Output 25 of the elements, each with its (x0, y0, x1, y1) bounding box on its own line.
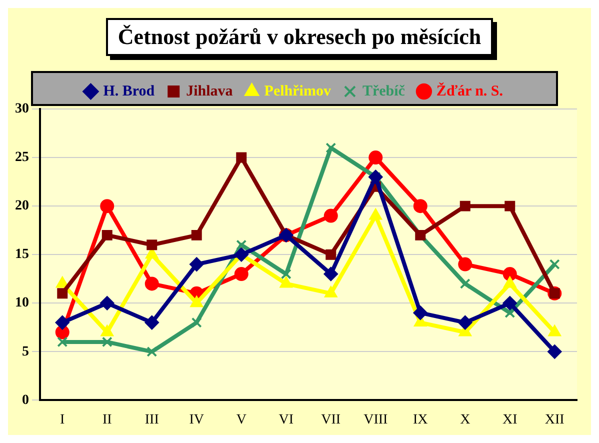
legend-label: H. Brod (103, 83, 156, 100)
legend-label: Třebíč (362, 83, 406, 100)
y-tick-label: 30 (15, 102, 29, 117)
x-tick-label: VI (278, 412, 294, 428)
y-tick-label: 0 (22, 392, 29, 408)
legend-label: Pelhřimov (264, 83, 332, 100)
legend-label: Jihlava (186, 83, 234, 100)
x-tick-label: XII (544, 412, 565, 428)
x-tick-label: IV (189, 412, 204, 428)
x-tick-label: VII (321, 412, 341, 428)
y-tick-label: 25 (15, 150, 29, 166)
x-tick-label: I (60, 412, 66, 428)
x-tick-label: VIII (364, 412, 388, 428)
x-tick-label: II (102, 412, 112, 428)
x-tick-label: IX (412, 412, 428, 428)
x-tick-label: X (460, 412, 470, 428)
x-tick-label: V (236, 412, 246, 428)
x-tick-label: III (144, 412, 160, 428)
y-tick-label: 5 (22, 344, 29, 360)
x-tick-label: XI (502, 412, 518, 428)
chart-title: Četnost požárů v okresech po měsících (106, 18, 494, 56)
y-tick-label: 15 (15, 247, 29, 262)
y-tick-label: 10 (15, 296, 29, 311)
y-tick-label: 20 (15, 198, 29, 214)
legend-label: Žďár n. S. (436, 81, 504, 100)
